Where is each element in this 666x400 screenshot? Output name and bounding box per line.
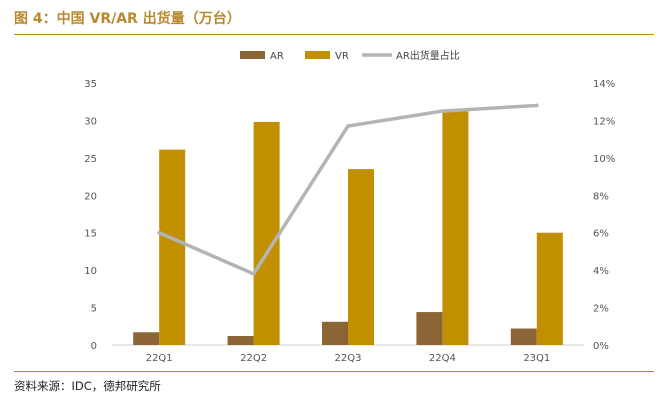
legend-label-ar-share: AR出货量占比 xyxy=(396,49,460,62)
bar-ar-22q4 xyxy=(416,312,443,345)
ar-share-point xyxy=(251,272,256,276)
y-tick-label: 35 xyxy=(84,79,97,90)
source-note: 资料来源：IDC，德邦研究所 xyxy=(14,379,161,393)
y2-tick-label: 8% xyxy=(593,191,609,202)
y2-tick-label: 2% xyxy=(593,304,609,315)
ar-share-point xyxy=(440,109,445,113)
ar-share-point xyxy=(535,103,539,108)
y2-tick-label: 12% xyxy=(593,116,615,127)
y-tick-label: 30 xyxy=(84,116,97,127)
axes: 0 5 10 15 20 25 30 35 0% 2% 4% 6% 8% 10% 12% 14% 22Q1 22Q… xyxy=(84,79,615,364)
bar-vr-22q4 xyxy=(442,111,469,346)
y2-tick-label: 14% xyxy=(593,79,615,90)
y-tick-label: 5 xyxy=(91,304,97,315)
bar-vr-22q1 xyxy=(159,149,186,345)
y2-tick-label: 0% xyxy=(593,341,609,352)
bar-vr-22q2 xyxy=(253,121,280,345)
bars xyxy=(133,111,563,346)
x-tick-label: 22Q2 xyxy=(240,353,267,364)
bar-ar-23q1 xyxy=(510,328,537,345)
y-tick-label: 20 xyxy=(84,191,97,202)
y-tick-label: 25 xyxy=(84,154,97,165)
ar-share-point xyxy=(346,124,350,128)
bar-ar-22q2 xyxy=(227,336,254,345)
y-tick-label: 0 xyxy=(91,341,97,352)
chart-title: 图 4：中国 VR/AR 出货量（万台） xyxy=(14,11,241,27)
legend-label-vr: VR xyxy=(335,51,349,62)
legend: AR VR AR出货量占比 xyxy=(240,49,460,62)
legend-label-ar: AR xyxy=(270,51,284,62)
x-tick-label: 22Q4 xyxy=(429,353,456,364)
y-tick-label: 10 xyxy=(84,266,97,277)
x-tick-label: 22Q3 xyxy=(335,353,362,364)
title-rule xyxy=(14,34,654,35)
x-tick-label: 22Q1 xyxy=(146,353,173,364)
bar-ar-22q3 xyxy=(322,321,348,345)
bar-vr-22q3 xyxy=(348,169,374,345)
legend-swatch-ar xyxy=(240,51,265,59)
y2-tick-label: 4% xyxy=(593,266,609,277)
source-rule xyxy=(14,371,654,372)
bar-vr-23q1 xyxy=(536,232,563,345)
y2-tick-label: 10% xyxy=(593,154,615,165)
x-tick-label: 23Q1 xyxy=(523,353,550,364)
bar-ar-22q1 xyxy=(133,332,160,345)
legend-swatch-vr xyxy=(305,51,330,59)
y2-tick-label: 6% xyxy=(593,229,609,240)
ar-share-point xyxy=(157,230,161,235)
lines xyxy=(157,103,539,276)
y-tick-label: 15 xyxy=(84,229,97,240)
